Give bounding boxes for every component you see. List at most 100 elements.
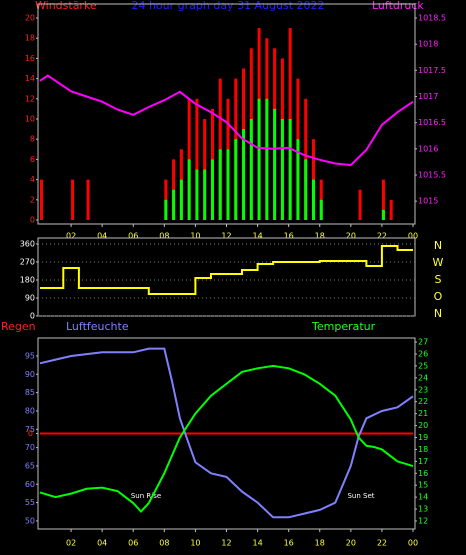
x-tick-label: 14: [252, 232, 262, 241]
x-tick-label: 20: [346, 232, 356, 241]
wind-bar: [86, 179, 90, 220]
x-tick-label: 22: [377, 539, 387, 548]
yticks-label: 55: [25, 498, 35, 507]
x-tick-label: 04: [97, 539, 107, 548]
chart-title: 24 hour graph day 31 August 2022: [131, 0, 324, 12]
yticks-label: 0: [30, 312, 35, 321]
yticks-label: 50: [25, 516, 35, 525]
y2ticks-label: 19: [418, 433, 428, 442]
x-tick-label: 06: [128, 539, 138, 548]
compass-label: S: [435, 273, 442, 286]
x-tick-label: 20: [346, 539, 356, 548]
x-tick-label: 16: [284, 539, 294, 548]
yticks-label: 18: [25, 34, 35, 43]
y2ticks-label: 1017.5: [418, 66, 446, 75]
yticks-label: 0: [30, 216, 35, 225]
compass-label: W: [433, 256, 444, 269]
yticks-label: 16: [25, 54, 35, 63]
y2ticks-label: 15: [418, 481, 428, 490]
yticks-label: 20: [25, 14, 35, 23]
wind-bar: [234, 139, 238, 220]
annotation: Sun Rise: [131, 492, 161, 500]
compass-label: N: [434, 307, 442, 320]
wind-bar: [296, 139, 300, 220]
wind-bar: [257, 98, 261, 220]
y2ticks-label: 26: [418, 349, 428, 358]
x-tick-label: 10: [190, 232, 200, 241]
y2ticks-label: 13: [418, 505, 428, 514]
series-line: [39, 364, 414, 513]
wind-bar: [381, 209, 385, 220]
wind-bar: [218, 78, 222, 220]
y2ticks-label: 1017: [418, 92, 438, 101]
yticks-label: 85: [25, 388, 35, 397]
yticks-label: 90: [25, 294, 35, 303]
yticks-label: 70: [25, 443, 35, 452]
x-tick-label: 00: [408, 232, 418, 241]
wind-bar: [179, 179, 183, 220]
y2ticks-label: 17: [418, 457, 428, 466]
wind-bar: [218, 149, 222, 220]
rain-axis-title: Regen: [1, 320, 36, 333]
wind-bar: [358, 189, 362, 220]
y2ticks-label: 1015: [418, 197, 438, 206]
x-tick-label: 04: [97, 232, 107, 241]
wind-bar: [319, 199, 323, 220]
y2ticks-label: 1016: [418, 144, 438, 153]
wind-bar: [164, 199, 168, 220]
y2ticks-label: 1016.5: [418, 118, 446, 127]
wind-bar: [210, 159, 214, 220]
x-tick-label: 06: [128, 232, 138, 241]
compass-label: N: [434, 239, 442, 252]
y2ticks-label: 24: [418, 373, 428, 382]
wind-bar: [280, 119, 284, 220]
y2ticks-label: 21: [418, 409, 428, 418]
x-tick-label: 12: [221, 539, 231, 548]
wind-bar: [226, 149, 230, 220]
x-tick-label: 18: [315, 232, 325, 241]
wind-bar: [304, 159, 308, 220]
yticks-label: 4: [30, 175, 35, 184]
x-tick-label: 16: [284, 232, 294, 241]
x-tick-label: 14: [252, 539, 262, 548]
y2ticks-label: 16: [418, 469, 428, 478]
wind-bar: [195, 169, 199, 220]
x-tick-label: 02: [66, 539, 76, 548]
x-tick-label: 12: [221, 232, 231, 241]
wind-bar: [172, 189, 176, 220]
wind-bar: [40, 179, 43, 220]
wind-bar: [288, 119, 292, 220]
yticks-label: 10: [25, 115, 35, 124]
wind-bar: [203, 169, 207, 220]
series-line: [39, 74, 414, 167]
y2ticks-label: 14: [418, 493, 428, 502]
wind-bar: [265, 98, 269, 220]
y2ticks-label: 25: [418, 361, 428, 370]
wind-bar: [242, 129, 246, 220]
wind-bar: [249, 119, 253, 220]
y2ticks-label: 12: [418, 517, 428, 526]
wind-axis-title: Windstärke: [35, 0, 97, 12]
series-line: [40, 245, 413, 295]
wind-bar: [381, 179, 385, 220]
y3ticks-label: 0: [28, 429, 33, 438]
series-line: [39, 347, 414, 519]
yticks-label: 2: [30, 195, 35, 204]
yticks-label: 270: [20, 258, 35, 267]
x-tick-label: 22: [377, 232, 387, 241]
y2ticks-label: 23: [418, 385, 428, 394]
y2ticks-label: 27: [418, 338, 428, 347]
annotation: Sun Set: [347, 492, 374, 500]
pressure-axis-title: Luftdruck: [372, 0, 424, 12]
yticks-label: 14: [25, 74, 35, 83]
x-tick-label: 08: [159, 232, 169, 241]
compass-label: O: [434, 290, 443, 303]
wind-bar: [187, 159, 191, 220]
y2ticks-label: 18: [418, 445, 428, 454]
y2ticks-label: 1018: [418, 40, 438, 49]
yticks-label: 12: [25, 94, 35, 103]
yticks-label: 60: [25, 480, 35, 489]
x-tick-label: 10: [190, 539, 200, 548]
